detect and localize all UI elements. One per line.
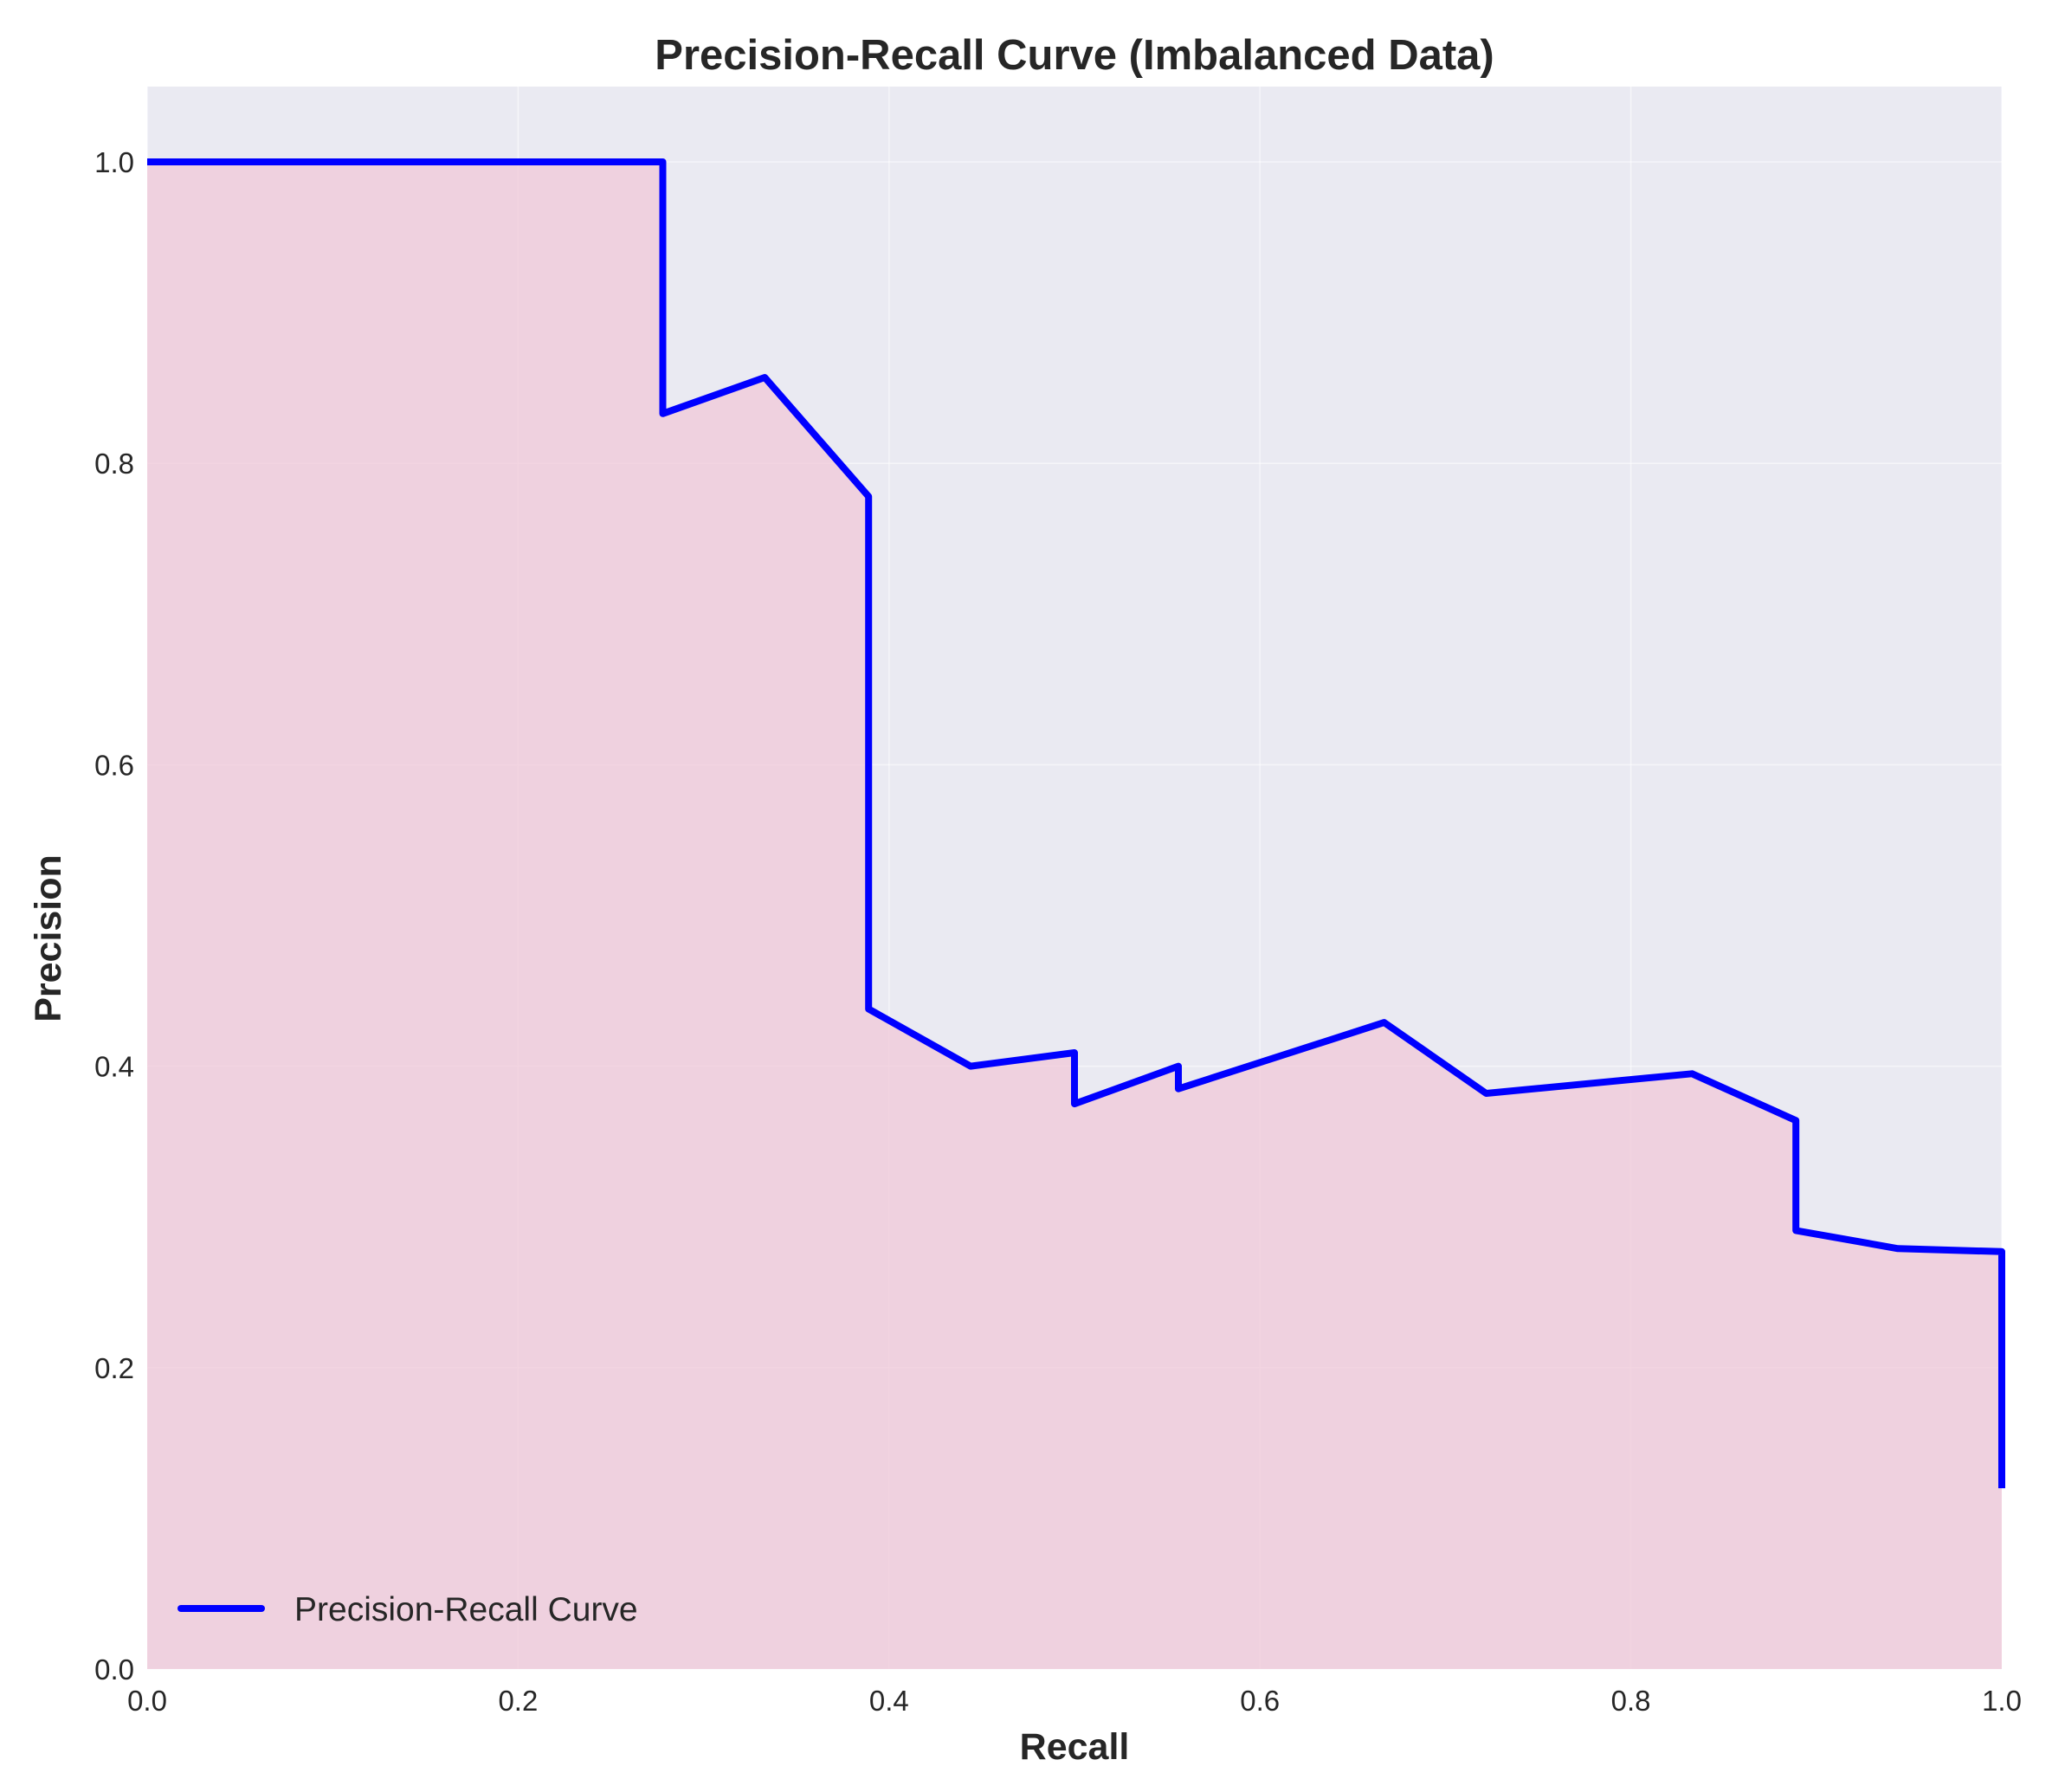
y-tick-label: 0.4: [94, 1051, 134, 1083]
y-tick-label: 0.2: [94, 1352, 134, 1384]
x-tick-label: 0.6: [1240, 1685, 1280, 1717]
y-tick-label: 0.6: [94, 749, 134, 781]
x-tick-label: 1.0: [1982, 1685, 2022, 1717]
curve-fill-area: [147, 162, 2002, 1669]
series-line-precision-recall: [147, 158, 2005, 1489]
legend-label: Precision-Recall Curve: [294, 1591, 638, 1628]
x-tick-label: 0.8: [1611, 1685, 1651, 1717]
x-tick-label: 0.2: [498, 1685, 538, 1717]
y-tick-label: 0.8: [94, 448, 134, 480]
series-layer: [147, 158, 2005, 1489]
legend: Precision-Recall Curve: [177, 1591, 638, 1628]
chart-title: Precision-Recall Curve (Imbalanced Data): [655, 32, 1494, 79]
y-tick-label: 1.0: [94, 146, 134, 178]
x-tick-label: 0.0: [127, 1685, 167, 1717]
y-axis-label: Precision: [28, 854, 69, 1022]
x-tick-label: 0.4: [869, 1685, 909, 1717]
x-axis-label: Recall: [1020, 1726, 1130, 1768]
y-tick-label: 0.0: [94, 1653, 134, 1686]
x-axis-ticks: 0.0 0.2 0.4 0.6 0.8 1.0: [127, 1685, 2022, 1717]
y-axis-ticks: 0.0 0.2 0.4 0.6 0.8 1.0: [94, 146, 134, 1686]
